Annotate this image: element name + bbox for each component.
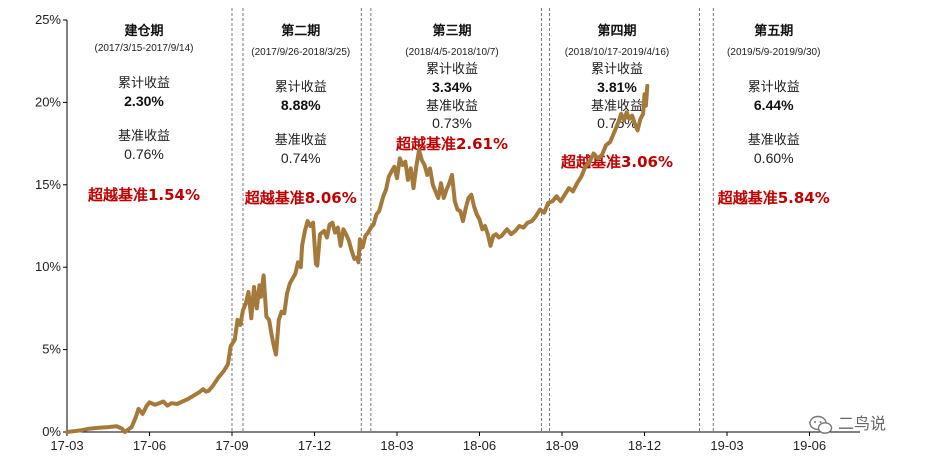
period-title: 第四期	[597, 23, 636, 39]
cumulative-return-label: 累计收益	[275, 80, 327, 95]
excess-return-label: 超越基准8.06%	[244, 189, 357, 207]
series-layer	[65, 83, 650, 434]
x-tick-label: 17-03	[50, 438, 83, 453]
x-tick-label: 19-03	[710, 438, 743, 453]
benchmark-return-label: 基准收益	[748, 133, 800, 148]
watermark: 二鸟说	[809, 414, 886, 434]
benchmark-return-label: 基准收益	[118, 129, 170, 144]
y-tick-label: 10%	[35, 259, 61, 274]
benchmark-return-value: 0.73%	[432, 115, 472, 131]
period-dates: (2017/3/15-2017/9/14)	[95, 43, 194, 54]
cumulative-return-label: 累计收益	[118, 76, 170, 91]
cumulative-return-label: 累计收益	[748, 80, 800, 95]
excess-return-label: 超越基准1.54%	[87, 186, 200, 204]
y-tick-label: 5%	[42, 342, 61, 357]
period-dates: (2018/4/5-2018/10/7)	[405, 47, 498, 58]
period-dates: (2018/10/17-2019/4/16)	[565, 47, 670, 58]
period-title: 建仓期	[124, 23, 163, 39]
benchmark-return-value: 0.76%	[124, 146, 164, 162]
x-tick-label: 18-12	[628, 438, 661, 453]
period-3: 第三期 (2018/4/5-2018/10/7) 累计收益 3.34% 基准收益0.73…	[395, 23, 508, 153]
period-title: 第五期	[754, 23, 793, 39]
cumulative-return-label: 累计收益	[426, 62, 478, 77]
x-tick-label: 18-06	[463, 438, 496, 453]
series-line-1	[65, 83, 650, 434]
x-tick-label: 17-09	[215, 438, 248, 453]
cumulative-return-value: 3.34%	[432, 79, 472, 95]
y-tick-label: 15%	[35, 177, 61, 192]
benchmark-return-label: 基准收益	[275, 133, 327, 148]
period-2: 第二期 (2017/9/26-2018/3/25) 累计收益 8.88% 基准收益 0.7…	[244, 23, 357, 207]
benchmark-return-value: 0.60%	[754, 150, 794, 166]
period-dates: (2017/9/26-2018/3/25)	[251, 47, 350, 58]
cumulative-return-value: 6.44%	[754, 97, 794, 113]
period-title: 第三期	[432, 23, 471, 39]
x-tick-label: 17-06	[133, 438, 166, 453]
period-1: 建仓期 (2017/3/15-2017/9/14) 累计收益 2.30% 基准收益 0.7…	[87, 23, 200, 204]
cumulative-return-value: 3.81%	[597, 79, 637, 95]
period-dates: (2019/5/9-2019/9/30)	[727, 47, 820, 58]
period-title: 第二期	[281, 23, 320, 39]
excess-return-label: 超越基准2.61%	[395, 135, 508, 153]
y-tick-label: 25%	[35, 12, 61, 27]
benchmark-return-label: 基准收益	[426, 99, 478, 114]
cumulative-return-value: 2.30%	[124, 93, 164, 109]
excess-return-label: 超越基准3.06%	[560, 153, 673, 171]
x-tick-label: 18-03	[380, 438, 413, 453]
x-tick-label: 18-09	[545, 438, 578, 453]
benchmark-return-value: 0.74%	[281, 150, 321, 166]
wechat-icon	[809, 415, 833, 434]
benchmark-return-label: 基准收益	[591, 99, 643, 114]
axes: 0% 5% 10% 15% 20% 25% 17-03 17-06 17-09 17-12 18-0…	[35, 12, 860, 453]
x-tick-label: 19-06	[793, 438, 826, 453]
cumulative-return-label: 累计收益	[591, 62, 643, 77]
y-tick-label: 0%	[42, 424, 61, 439]
period-4: 第四期(2018/10/17-2019/4/16)累计收益3.81%基准收益0.…	[560, 23, 673, 171]
excess-return-label: 超越基准5.84%	[717, 189, 830, 207]
period-dividers	[231, 8, 714, 432]
watermark-text: 二鸟说	[838, 414, 886, 433]
x-tick-label: 17-12	[298, 438, 331, 453]
period-annotations: 建仓期(2017/3/15-2017/9/14)累计收益2.30%基准收益0.7…	[87, 23, 830, 207]
y-tick-label: 20%	[35, 94, 61, 109]
cumulative-return-value: 8.88%	[281, 97, 321, 113]
period-5: 第五期 (2019/5/9-2019/9/30) 累计收益 6.44% 基准收益 0.60…	[717, 23, 830, 207]
